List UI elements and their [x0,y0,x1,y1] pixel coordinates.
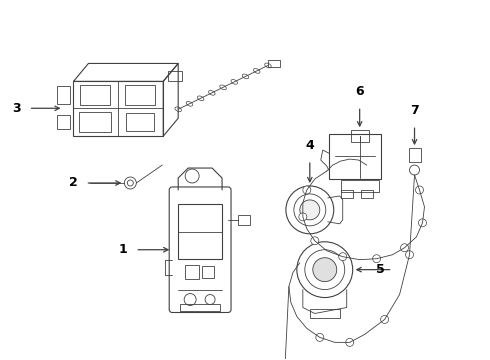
Circle shape [311,237,319,245]
Bar [168,71,182,81]
Bar [74,81,163,136]
Circle shape [300,200,320,220]
Circle shape [303,186,311,194]
Bar [180,303,220,311]
Bar [56,86,71,104]
Bar [202,266,214,278]
Bar [125,85,155,105]
Bar [341,180,379,192]
Text: 2: 2 [69,176,77,189]
Bar [310,309,340,319]
Bar [56,115,71,129]
Bar [79,112,111,132]
Text: 3: 3 [12,102,21,115]
Circle shape [316,333,324,341]
Ellipse shape [175,107,181,112]
Ellipse shape [209,90,215,95]
Bar [80,85,110,105]
Bar [268,60,280,67]
Circle shape [372,255,381,263]
Text: 7: 7 [410,104,419,117]
Ellipse shape [253,68,260,73]
Circle shape [299,213,307,221]
Text: 5: 5 [376,263,385,276]
Bar [178,204,222,259]
Bar [409,148,420,162]
Bar [185,265,199,279]
Text: 1: 1 [119,243,127,256]
Text: 6: 6 [355,85,364,98]
Text: 4: 4 [305,139,314,152]
Bar [126,113,154,131]
Ellipse shape [197,96,204,101]
Bar [341,190,353,198]
Ellipse shape [186,102,193,106]
Ellipse shape [220,85,226,90]
Bar [361,190,372,198]
Circle shape [416,186,423,194]
Ellipse shape [231,80,238,84]
Circle shape [381,315,389,323]
Bar [329,134,381,179]
Circle shape [406,251,414,259]
Circle shape [418,219,426,227]
Ellipse shape [242,74,249,79]
Ellipse shape [265,63,271,68]
Circle shape [400,244,409,252]
Circle shape [313,258,337,282]
Circle shape [346,338,354,346]
Bar [238,215,250,225]
Circle shape [339,253,347,261]
Bar [351,130,368,142]
